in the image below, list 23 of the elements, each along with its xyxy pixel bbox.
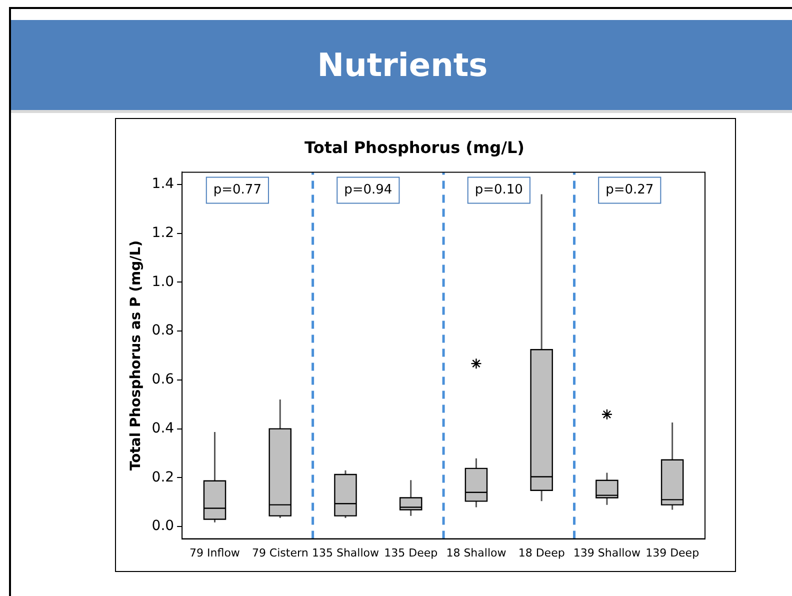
x-tick-label: 79 Cistern [252,546,308,560]
annotation: p=0.10 [474,182,523,198]
y-tick-label: 0.2 [152,469,174,486]
x-tick-label: 139 Deep [646,546,700,560]
y-tick-label: 0.6 [152,372,174,388]
y-tick-label: 1.2 [152,224,174,241]
chart-subtitle: Total Phosphorus (mg/L) [304,138,524,157]
annotation: p=0.94 [344,182,392,198]
y-tick-label: 0.8 [152,322,174,339]
y-tick-label: 0.0 [152,518,174,534]
y-tick-label: 1.4 [152,176,174,192]
x-tick-label: 139 Shallow [573,546,640,560]
annotation: p=0.77 [213,182,262,198]
y-tick-label: 0.4 [152,420,174,436]
y-tick-label: 1.0 [152,274,174,290]
annotation: p=0.27 [606,182,654,198]
x-tick-label: 18 Shallow [446,546,506,560]
x-tick-label: 79 Inflow [190,546,240,560]
x-tick-label: 135 Deep [384,546,438,560]
chart-title: Nutrients [11,20,792,113]
x-tick-label: 18 Deep [518,546,565,560]
y-axis-title: Total Phosphorus as P (mg/L) [128,240,144,471]
x-tick-label: 135 Shallow [312,546,379,560]
